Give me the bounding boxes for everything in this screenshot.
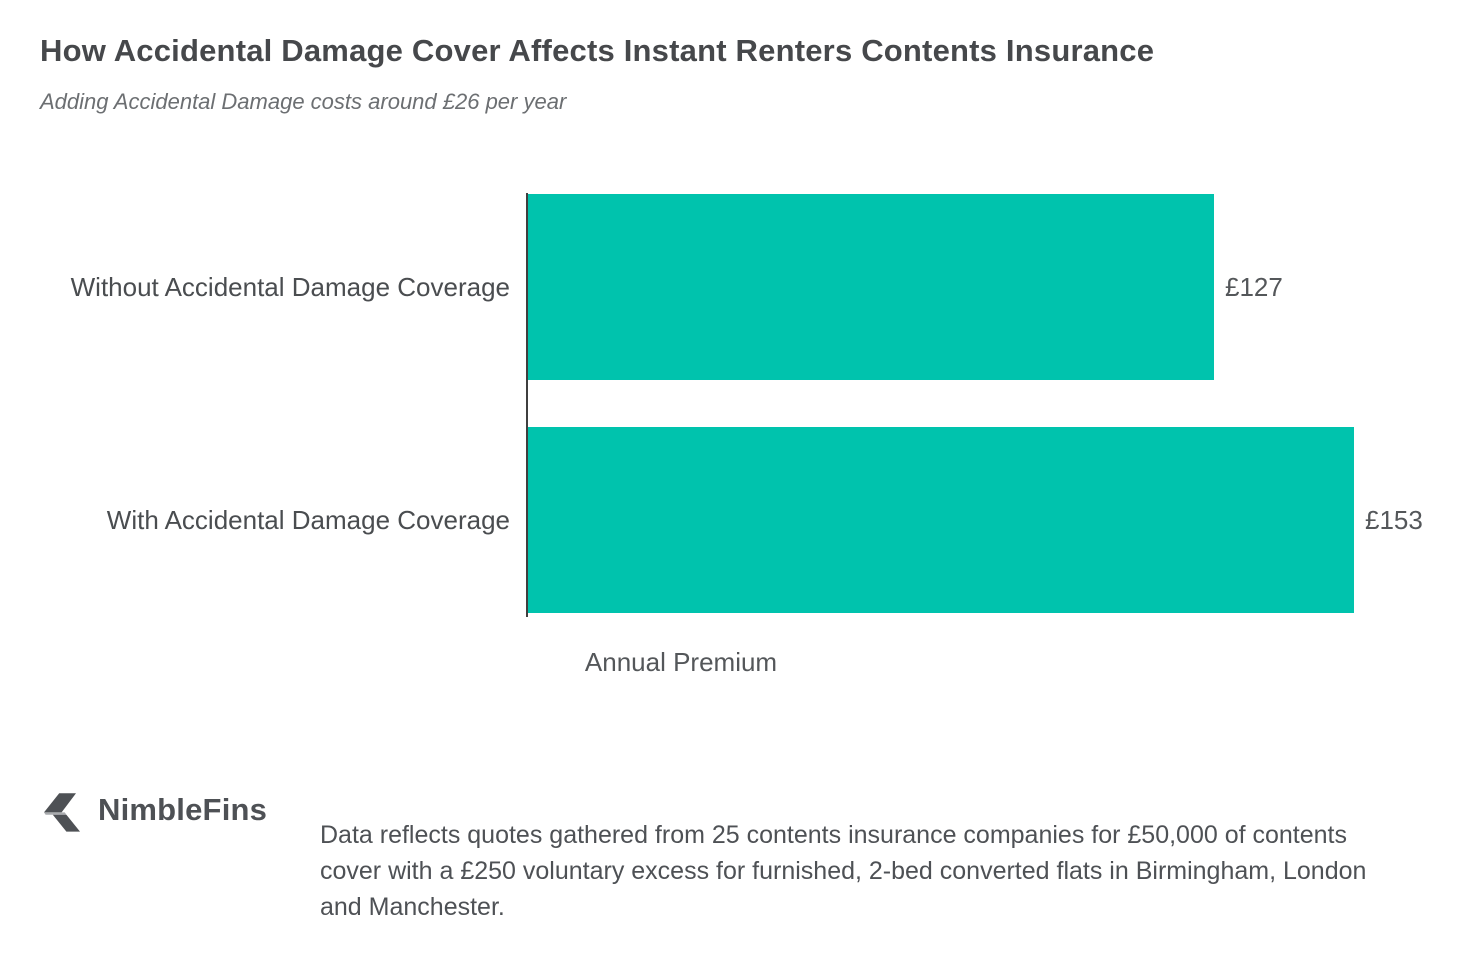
- footnote-text: Data reflects quotes gathered from 25 co…: [320, 821, 1367, 921]
- y-axis-line: [526, 193, 528, 617]
- chart-title: How Accidental Damage Cover Affects Inst…: [40, 33, 1155, 68]
- nimblefins-fin-icon: [44, 793, 80, 832]
- category-label-with-coverage: With Accidental Damage Coverage: [106, 504, 510, 535]
- value-label-without-coverage: £127: [1225, 271, 1283, 302]
- bar-with-coverage: [528, 427, 1354, 613]
- bar-without-coverage: [528, 194, 1214, 380]
- bar-row: £153: [528, 427, 1423, 613]
- brand-name: NimbleFins: [98, 792, 268, 827]
- brand-lockup: NimbleFins: [36, 784, 267, 836]
- category-label-without-coverage: Without Accidental Damage Coverage: [70, 271, 510, 302]
- bar-row: £127: [528, 194, 1283, 380]
- x-axis-title: Annual Premium: [584, 647, 778, 677]
- value-label-with-coverage: £153: [1365, 504, 1423, 535]
- chart-subtitle: Adding Accidental Damage costs around £2…: [40, 89, 567, 114]
